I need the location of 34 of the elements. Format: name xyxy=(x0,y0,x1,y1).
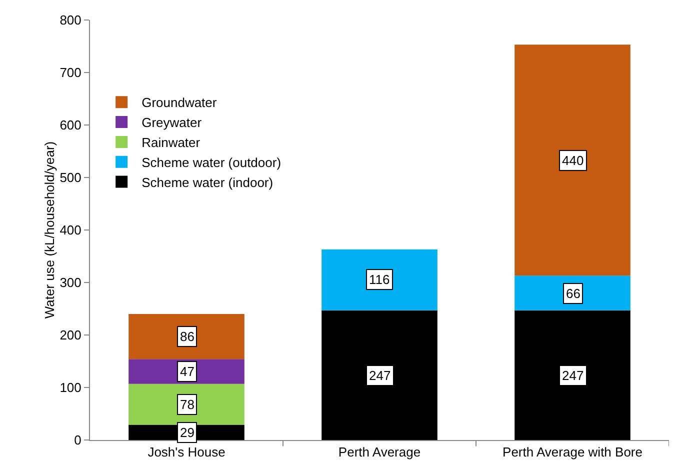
legend-label: Greywater xyxy=(142,115,202,130)
data-label: 47 xyxy=(180,364,194,379)
x-tick-label: Josh's House xyxy=(148,444,226,460)
y-tick-label: 0 xyxy=(74,432,82,448)
legend-label: Scheme water (outdoor) xyxy=(142,154,282,170)
bar xyxy=(128,384,244,425)
bar xyxy=(514,276,630,310)
bar xyxy=(322,310,438,440)
y-tick-label: 500 xyxy=(60,170,82,186)
data-label: 66 xyxy=(566,286,580,301)
data-label: 440 xyxy=(562,153,584,168)
data-label: 247 xyxy=(562,368,584,383)
data-label: 78 xyxy=(180,397,194,412)
y-axis-title: Water use (kL/household/year) xyxy=(42,141,57,319)
y-tick-label: 300 xyxy=(60,275,82,290)
y-tick-label: 600 xyxy=(60,118,82,133)
y-tick-label: 200 xyxy=(60,328,82,343)
bar xyxy=(514,310,630,440)
y-tick-label: 400 xyxy=(60,222,82,238)
x-tick-label: Perth Average with Bore xyxy=(502,444,642,460)
legend-label: Groundwater xyxy=(142,95,218,110)
bar xyxy=(514,44,630,276)
data-label: 86 xyxy=(180,329,194,344)
bar xyxy=(128,314,244,360)
bar xyxy=(322,249,438,310)
y-tick-label: 800 xyxy=(60,12,82,28)
data-label: 29 xyxy=(180,425,194,440)
legend-label: Scheme water (indoor) xyxy=(142,174,274,190)
legend-label: Rainwater xyxy=(142,135,201,150)
x-tick-label: Perth Average xyxy=(338,444,421,460)
y-tick-label: 700 xyxy=(60,65,82,80)
y-tick-label: 100 xyxy=(60,380,82,396)
data-label: 116 xyxy=(369,272,390,287)
data-label: 247 xyxy=(369,368,391,383)
